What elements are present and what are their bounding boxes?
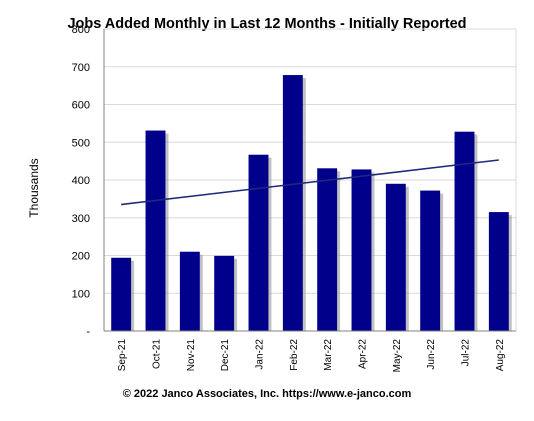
x-tick-label: Sep-21: [117, 339, 128, 372]
y-tick-label: 400: [72, 175, 90, 187]
x-tick-label: Jun-22: [426, 339, 437, 370]
bar: [454, 131, 475, 331]
bar: [179, 251, 200, 331]
copyright-credit: © 2022 Janco Associates, Inc. https://ww…: [122, 388, 412, 400]
bar: [248, 154, 269, 331]
x-tick-label: Dec-21: [220, 339, 231, 372]
y-tick-label: 500: [72, 137, 90, 149]
bar: [282, 75, 303, 332]
bar: [420, 190, 441, 331]
x-tick-label: Apr-22: [358, 339, 369, 369]
bar: [488, 212, 509, 331]
x-tick-label: Mar-22: [323, 339, 334, 371]
bar: [351, 169, 372, 331]
x-tick-label: Jul-22: [461, 339, 472, 367]
bar: [111, 257, 132, 331]
x-tick-label: Nov-21: [186, 339, 197, 372]
y-tick-label: 800: [72, 24, 90, 36]
bar: [214, 255, 235, 331]
bar: [145, 130, 166, 331]
bar: [317, 168, 338, 331]
chart-title: Jobs Added Monthly in Last 12 Months - I…: [67, 16, 467, 32]
bar: [385, 183, 406, 331]
y-tick-label: 700: [72, 62, 90, 74]
y-tick-label: -: [86, 326, 90, 338]
x-tick-label: Jan-22: [255, 339, 266, 370]
trendline: [121, 159, 499, 206]
y-tick-label: 300: [72, 213, 90, 225]
y-tick-label: 200: [72, 251, 90, 263]
x-tick-label: Feb-22: [289, 339, 300, 371]
x-tick-label: Aug-22: [495, 339, 506, 372]
y-tick-label: 600: [72, 100, 90, 112]
x-tick-label: Oct-21: [152, 339, 163, 369]
y-tick-label: 100: [72, 288, 90, 300]
x-tick-label: May-22: [392, 339, 403, 373]
